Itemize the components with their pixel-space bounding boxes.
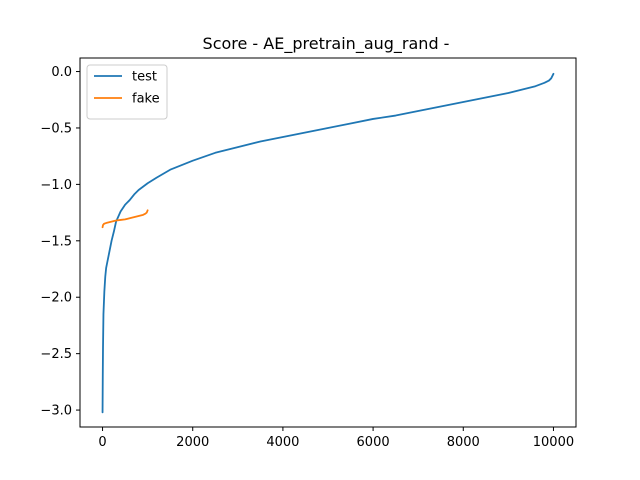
y-tick-label: −2.5 — [40, 347, 72, 362]
series-line-test — [101, 72, 555, 414]
legend-box — [86, 64, 168, 120]
y-tick-label: −3.0 — [40, 404, 72, 419]
x-tick-label: 6000 — [357, 435, 390, 450]
y-tick-label: 0.0 — [51, 65, 72, 80]
x-tick-label: 8000 — [447, 435, 480, 450]
y-tick-label: −2.0 — [40, 291, 72, 306]
x-tick-label: 10000 — [533, 435, 574, 450]
x-tick-label: 0 — [98, 435, 106, 450]
y-axis: −3.0 −2.5 −2.0 −1.5 −1.0 −0.5 0.0 — [40, 65, 80, 419]
legend-label-test: test — [132, 70, 157, 85]
series-layer — [101, 72, 555, 414]
chart-title: Score - AE_pretrain_aug_rand - — [203, 34, 450, 54]
series-line-fake — [101, 209, 149, 229]
y-tick-label: −0.5 — [40, 121, 72, 136]
legend-label-fake: fake — [132, 92, 160, 107]
x-tick-label: 2000 — [176, 435, 209, 450]
y-tick-label: −1.5 — [40, 234, 72, 249]
x-tick-label: 4000 — [266, 435, 299, 450]
legend: test fake — [86, 64, 168, 120]
y-tick-label: −1.0 — [40, 178, 72, 193]
x-axis: 0 2000 4000 6000 8000 10000 — [98, 427, 574, 450]
plot-frame — [79, 57, 577, 428]
